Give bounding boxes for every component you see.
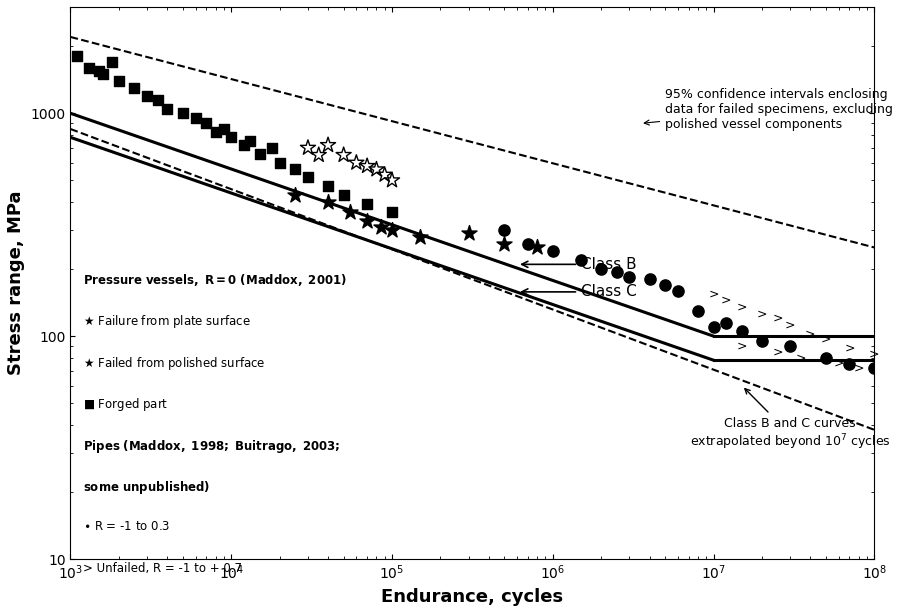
Text: >: >	[845, 342, 855, 355]
Point	[104, 57, 119, 67]
Text: >: >	[785, 319, 796, 332]
Point	[706, 322, 721, 332]
Point	[642, 275, 657, 284]
Text: >: >	[757, 308, 767, 321]
Point	[127, 83, 142, 93]
Text: >: >	[721, 294, 732, 306]
Point	[320, 181, 335, 191]
Point	[842, 359, 857, 369]
Point	[288, 190, 303, 200]
Text: $\bigstar$ Failure from plate surface: $\bigstar$ Failure from plate surface	[82, 313, 250, 330]
Point	[593, 264, 608, 274]
Point	[199, 118, 214, 128]
Point	[622, 272, 637, 281]
Point	[378, 170, 392, 180]
Text: $\mathbf{Pipes\ (Maddox,\ 1998;\ Buitrago,\ 2003;}$: $\mathbf{Pipes\ (Maddox,\ 1998;\ Buitrag…	[82, 438, 340, 455]
Point	[112, 76, 126, 86]
Text: Class C: Class C	[521, 284, 637, 299]
Text: >: >	[773, 312, 783, 325]
Point	[160, 104, 174, 113]
Text: $\bigstar$ Failed from polished surface: $\bigstar$ Failed from polished surface	[82, 355, 265, 371]
Point	[342, 207, 357, 217]
Point	[735, 327, 749, 337]
Text: >: >	[708, 287, 719, 300]
Point	[96, 69, 111, 79]
Point	[81, 63, 96, 73]
Text: >: >	[869, 348, 880, 360]
Text: >: >	[737, 300, 747, 314]
Y-axis label: Stress range, MPa: Stress range, MPa	[7, 191, 25, 375]
Point	[265, 143, 280, 153]
Point	[288, 164, 303, 174]
Point	[658, 280, 673, 290]
Text: >: >	[737, 340, 747, 353]
Text: >: >	[796, 351, 807, 364]
Text: $\mathbf{Pressure\ vessels,\ R=0\ (Maddox,\ 2001)}$: $\mathbf{Pressure\ vessels,\ R=0\ (Maddo…	[82, 272, 347, 288]
Point	[690, 306, 705, 316]
Point	[497, 239, 511, 249]
Point	[462, 228, 476, 238]
Point	[311, 150, 326, 160]
Point	[320, 197, 335, 207]
Point	[755, 336, 770, 346]
Point	[385, 225, 400, 235]
Point	[175, 109, 190, 118]
Point	[413, 232, 427, 242]
Text: > Unfailed, R = -1 to + 0.7: > Unfailed, R = -1 to + 0.7	[82, 562, 242, 575]
Text: $\mathbf{some\ unpublished)}$: $\mathbf{some\ unpublished)}$	[82, 479, 210, 496]
Point	[783, 341, 797, 351]
Point	[217, 124, 232, 134]
Point	[224, 132, 239, 142]
Point	[545, 246, 560, 256]
Text: $\bullet$ R = -1 to 0.3: $\bullet$ R = -1 to 0.3	[82, 520, 170, 533]
Point	[719, 318, 734, 327]
Point	[91, 66, 106, 76]
Text: >: >	[773, 345, 783, 359]
Point	[360, 199, 375, 209]
Point	[242, 136, 257, 146]
Point	[139, 91, 154, 101]
Point	[385, 207, 400, 217]
Point	[369, 164, 384, 174]
Point	[530, 243, 545, 253]
Point	[272, 158, 287, 167]
Point	[320, 140, 335, 150]
Point	[670, 286, 685, 295]
Text: 95% confidence intervals enclosing
data for failed specimens, excluding
polished: 95% confidence intervals enclosing data …	[644, 88, 893, 131]
Point	[373, 222, 388, 232]
Text: $\blacksquare$ Forged part: $\blacksquare$ Forged part	[82, 396, 168, 413]
Point	[360, 216, 375, 226]
Point	[497, 225, 511, 235]
Point	[301, 172, 316, 181]
Point	[385, 175, 400, 185]
X-axis label: Endurance, cycles: Endurance, cycles	[381, 588, 563, 606]
Point	[70, 51, 85, 61]
Point	[521, 239, 535, 249]
Text: >: >	[805, 328, 816, 341]
Point	[252, 148, 267, 158]
Point	[867, 363, 881, 373]
Text: >: >	[833, 356, 844, 369]
Text: Class B: Class B	[521, 257, 637, 272]
Point	[336, 190, 351, 200]
Point	[360, 161, 375, 171]
Text: >: >	[854, 362, 864, 375]
Point	[336, 150, 351, 160]
Point	[209, 128, 223, 137]
Point	[236, 140, 251, 150]
Point	[819, 353, 833, 363]
Point	[349, 158, 364, 167]
Point	[188, 113, 203, 123]
Point	[301, 143, 316, 153]
Point	[574, 255, 589, 265]
Text: Class B and C curves
extrapolated beyond $10^7$ cycles: Class B and C curves extrapolated beyond…	[689, 389, 891, 452]
Text: >: >	[821, 333, 832, 346]
Point	[150, 95, 165, 105]
Point	[609, 267, 624, 276]
